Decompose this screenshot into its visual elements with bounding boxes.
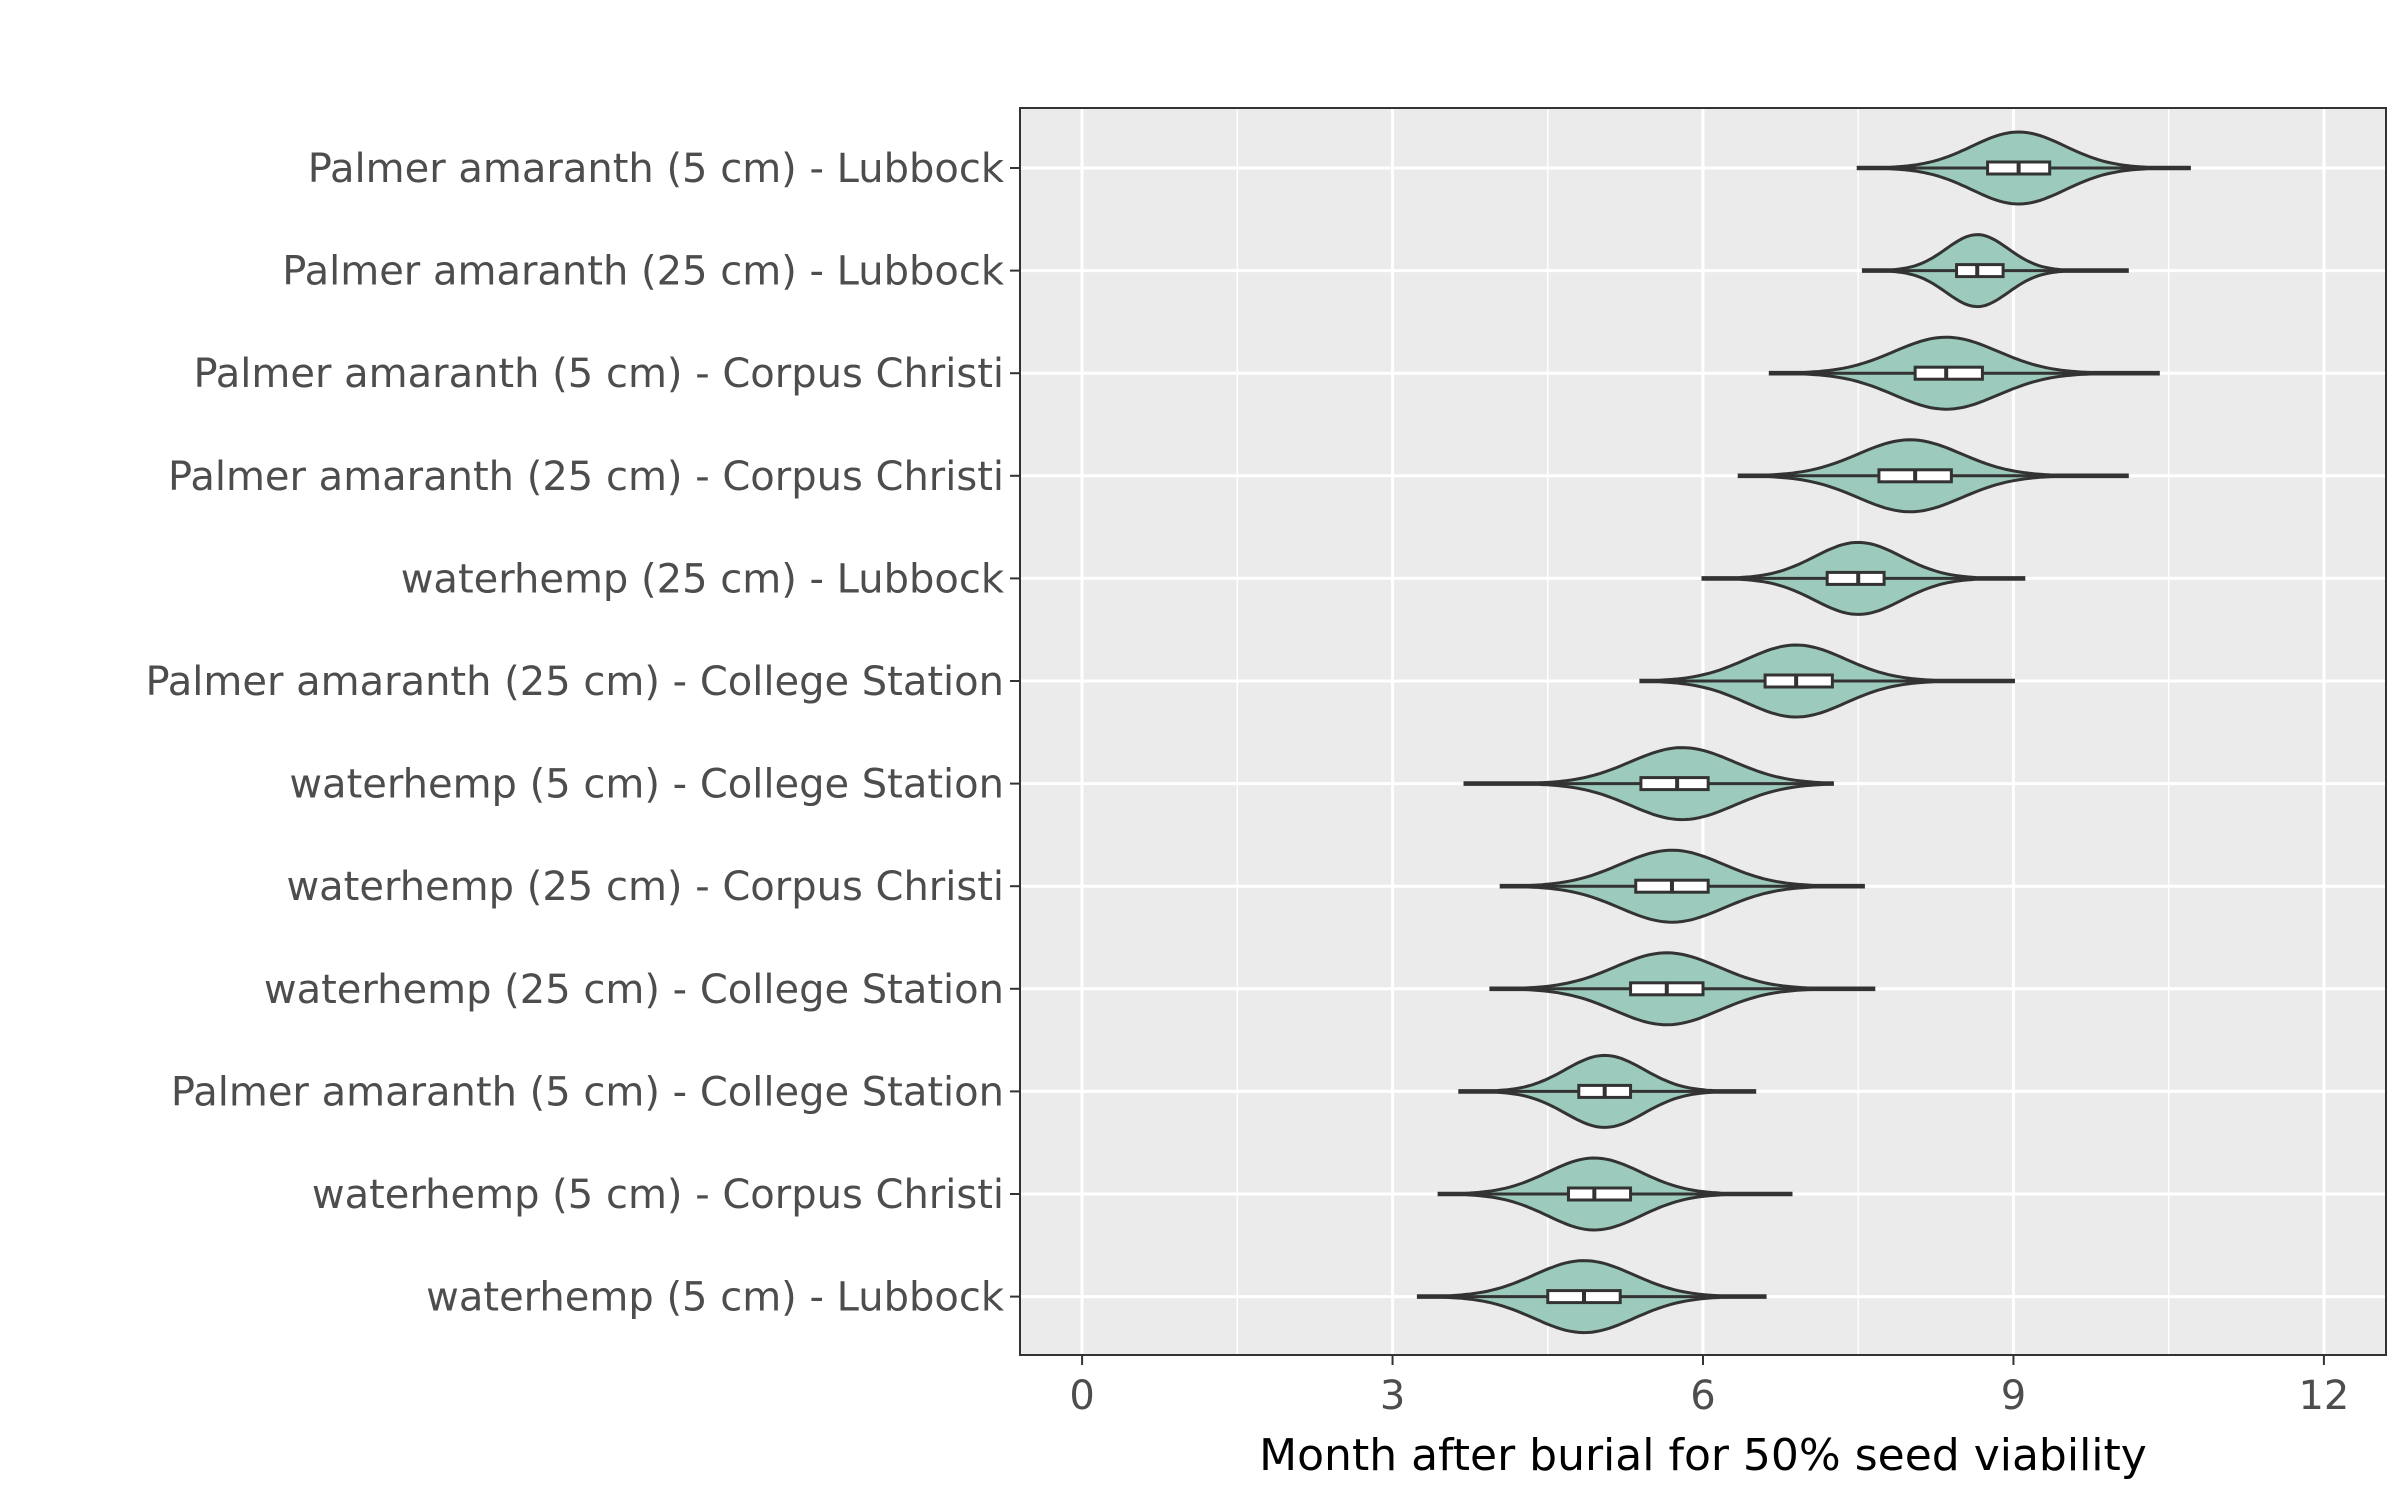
y-tick-label: waterhemp (5 cm) - Lubbock (426, 1275, 1005, 1321)
box-iqr (1763, 673, 1834, 689)
box-iqr (1639, 776, 1710, 792)
y-tick-label: waterhemp (5 cm) - Corpus Christi (312, 1172, 1004, 1218)
y-tick-label: waterhemp (25 cm) - Corpus Christi (286, 864, 1004, 910)
y-tick-label: Palmer amaranth (5 cm) - College Station (171, 1069, 1004, 1115)
x-tick-label: 3 (1380, 1373, 1405, 1419)
violin-series (1416, 130, 2191, 1335)
box-iqr (1566, 1186, 1633, 1202)
x-tick-label: 0 (1069, 1373, 1094, 1419)
minor-gridlines (1236, 108, 2170, 1355)
y-tick-label: Palmer amaranth (5 cm) - Corpus Christi (193, 351, 1004, 397)
x-tick-label: 6 (1690, 1373, 1715, 1419)
y-tick-label: waterhemp (5 cm) - College Station (289, 762, 1004, 808)
x-tick-label: 9 (2001, 1373, 2026, 1419)
y-tick-label: waterhemp (25 cm) - College Station (264, 967, 1004, 1013)
y-tick-label: Palmer amaranth (25 cm) - College Statio… (145, 659, 1004, 705)
y-tick-label: Palmer amaranth (5 cm) - Lubbock (308, 146, 1005, 192)
x-axis-title: Month after burial for 50% seed viabilit… (1259, 1430, 2147, 1481)
x-tick-label: 12 (2298, 1373, 2349, 1419)
x-axis: 0 3 6 9 12 (1069, 1355, 2349, 1419)
box-iqr (1913, 365, 1984, 381)
y-axis: Palmer amaranth (5 cm) - Lubbock Palmer a… (145, 146, 1020, 1321)
y-tick-label: Palmer amaranth (25 cm) - Corpus Christi (168, 454, 1004, 500)
box-iqr (1955, 263, 2005, 279)
y-tick-label: Palmer amaranth (25 cm) - Lubbock (282, 249, 1005, 295)
y-tick-label: waterhemp (25 cm) - Lubbock (401, 556, 1005, 602)
box-iqr (1825, 570, 1886, 586)
